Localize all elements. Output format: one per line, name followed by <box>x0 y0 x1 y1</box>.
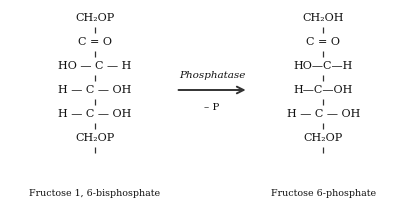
Text: H — C — OH: H — C — OH <box>58 109 132 119</box>
Text: C = O: C = O <box>306 37 340 47</box>
Text: CH₂OP: CH₂OP <box>75 13 115 23</box>
Text: H — C — OH: H — C — OH <box>58 85 132 95</box>
Text: Fructose 6-phosphate: Fructose 6-phosphate <box>271 188 376 198</box>
Text: H—C—OH: H—C—OH <box>294 85 353 95</box>
Text: Fructose 1, 6-bisphosphate: Fructose 1, 6-bisphosphate <box>29 188 160 198</box>
Text: CH₂OP: CH₂OP <box>303 133 343 143</box>
Text: H — C — OH: H — C — OH <box>286 109 360 119</box>
Text: CH₂OP: CH₂OP <box>75 133 115 143</box>
Text: – P: – P <box>204 102 220 112</box>
Text: CH₂OH: CH₂OH <box>303 13 344 23</box>
Text: Phosphatase: Phosphatase <box>179 71 245 79</box>
Text: C = O: C = O <box>78 37 112 47</box>
Text: HO—C—H: HO—C—H <box>294 61 353 71</box>
Text: HO — C — H: HO — C — H <box>58 61 132 71</box>
